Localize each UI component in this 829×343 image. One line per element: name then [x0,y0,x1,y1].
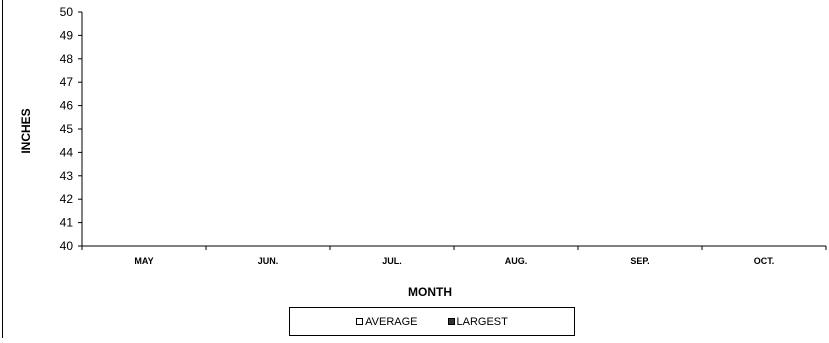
y-tick-label: 47 [60,75,74,89]
frame-border [2,0,3,338]
x-tick-label: SEP. [630,256,649,266]
x-axis-title: MONTH [408,285,452,299]
y-axis-title: INCHES [19,108,33,153]
legend: AVERAGE LARGEST [289,307,575,336]
y-tick-label: 43 [60,169,74,183]
legend-label-average: AVERAGE [365,315,418,328]
y-tick-label: 40 [60,239,74,253]
legend-entry-largest: LARGEST [447,315,508,328]
y-tick-label: 46 [60,99,74,113]
y-tick-label: 50 [60,5,74,19]
x-tick-label: MAY [134,256,153,266]
y-tick-label: 49 [60,28,74,42]
y-tick-label: 41 [60,216,74,230]
legend-entry-average: AVERAGE [356,315,418,328]
x-tick-label: JUL. [382,256,402,266]
y-tick-label: 48 [60,52,74,66]
legend-swatch-largest [447,318,455,325]
legend-swatch-average [356,318,364,325]
x-tick-label: JUN. [258,256,279,266]
y-tick-label: 44 [60,145,74,159]
y-tick-label: 45 [60,122,74,136]
x-tick-label: OCT. [754,256,775,266]
y-tick-label: 42 [60,192,74,206]
legend-label-largest: LARGEST [456,315,508,328]
x-tick-label: AUG. [505,256,528,266]
